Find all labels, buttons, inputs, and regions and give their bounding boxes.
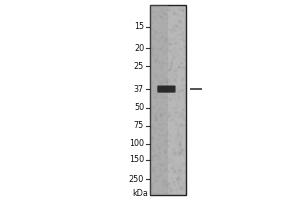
Text: 20: 20 xyxy=(134,44,144,53)
Text: 75: 75 xyxy=(134,121,144,130)
Bar xyxy=(150,5,186,195)
Text: 100: 100 xyxy=(129,139,144,148)
Text: 37: 37 xyxy=(134,85,144,94)
Bar xyxy=(150,5,168,195)
Text: 250: 250 xyxy=(129,175,144,184)
Text: 25: 25 xyxy=(134,62,144,71)
Text: 15: 15 xyxy=(134,22,144,31)
Text: 50: 50 xyxy=(134,103,144,112)
FancyBboxPatch shape xyxy=(157,86,176,93)
Text: kDa: kDa xyxy=(133,189,148,198)
Text: 150: 150 xyxy=(129,155,144,164)
